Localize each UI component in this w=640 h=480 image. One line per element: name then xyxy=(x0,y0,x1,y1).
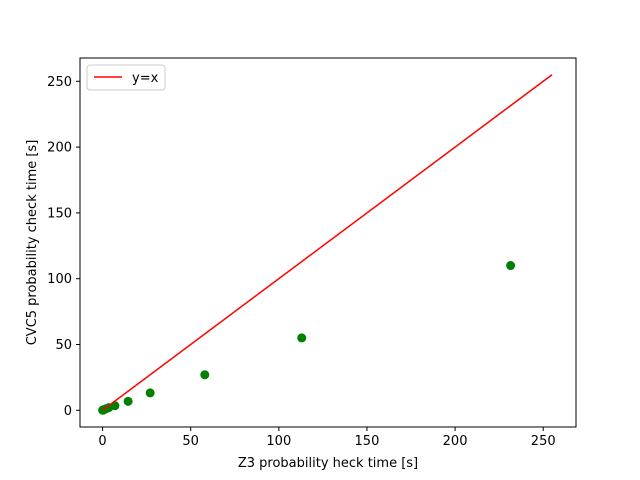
scatter-point xyxy=(297,333,307,343)
y-tick-label: 150 xyxy=(47,206,72,221)
x-tick-label: 250 xyxy=(531,434,556,449)
scatter-point xyxy=(506,261,516,271)
y-axis: 0 50 100 150 200 250 xyxy=(47,75,80,419)
y-tick-label: 0 xyxy=(64,404,72,419)
y-tick-label: 50 xyxy=(55,338,72,353)
series-line-y-equals-x xyxy=(102,74,553,411)
x-tick-label: 150 xyxy=(355,434,380,449)
legend: y=x xyxy=(86,64,166,91)
x-tick-label: 50 xyxy=(182,434,199,449)
y-tick-label: 100 xyxy=(47,272,72,287)
plot-area xyxy=(98,74,553,415)
y-tick-label: 200 xyxy=(47,141,72,156)
x-axis: 0 50 100 150 200 250 xyxy=(98,427,556,449)
y-axis-label: CVC5 probability check time [s] xyxy=(25,140,40,346)
x-tick-label: 200 xyxy=(443,434,468,449)
legend-label-yx: y=x xyxy=(132,71,159,86)
legend-box xyxy=(86,64,166,91)
axes-frame xyxy=(79,57,577,428)
scatter-point xyxy=(145,388,155,398)
x-tick-label: 100 xyxy=(266,434,291,449)
scatter-point xyxy=(123,396,133,406)
scatter-point xyxy=(200,370,210,380)
y-tick-label: 250 xyxy=(47,75,72,90)
x-tick-label: 0 xyxy=(98,434,106,449)
x-axis-label: Z3 probability heck time [s] xyxy=(238,456,418,471)
